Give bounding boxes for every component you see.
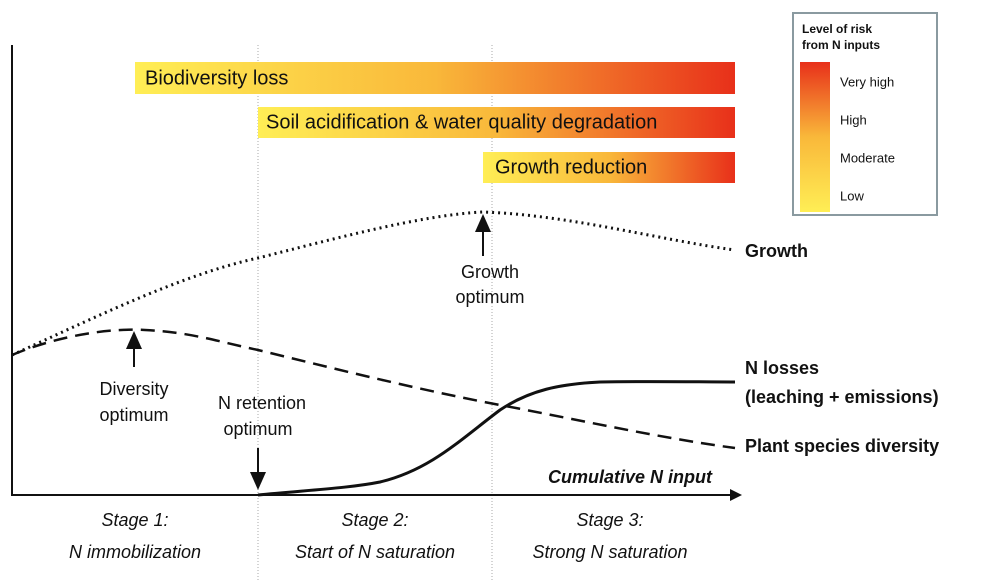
annotation: optimum <box>455 287 524 307</box>
legend-title: from N inputs <box>802 38 880 52</box>
legend-level: Low <box>840 188 864 203</box>
legend-level: Very high <box>840 74 894 89</box>
risk-bar <box>135 62 735 94</box>
curve-label: (leaching + emissions) <box>745 387 939 407</box>
annotation: optimum <box>223 419 292 439</box>
stage-subtitle: Start of N saturation <box>295 542 455 562</box>
risk-bar <box>258 107 735 138</box>
annotation: Diversity <box>99 379 168 399</box>
legend-level: Moderate <box>840 150 895 165</box>
x-axis-arrow <box>730 489 742 501</box>
stage-title: Stage 1: <box>101 510 168 530</box>
x-axis-label: Cumulative N input <box>548 467 713 487</box>
risk-bar-label: Growth reduction <box>495 156 647 178</box>
curve-label: Plant species diversity <box>745 436 939 456</box>
curve-label: N losses <box>745 358 819 378</box>
risk-bar-label: Soil acidification & water quality degra… <box>266 111 657 133</box>
legend-level: High <box>840 112 867 127</box>
curve-label: Growth <box>745 241 808 261</box>
legend-title: Level of risk <box>802 22 872 36</box>
legend-gradient <box>800 62 830 212</box>
stage-subtitle: Strong N saturation <box>532 542 687 562</box>
stage-title: Stage 3: <box>576 510 643 530</box>
stage-title: Stage 2: <box>341 510 408 530</box>
diversity-curve <box>11 328 736 450</box>
annotation: N retention <box>218 393 306 413</box>
annotation: Growth <box>461 262 519 282</box>
stage-subtitle: N immobilization <box>69 542 201 562</box>
risk-bar <box>483 152 735 183</box>
n-losses-curve <box>257 380 736 497</box>
risk-bar-label: Biodiversity loss <box>145 67 288 89</box>
growth-curve <box>11 210 736 357</box>
annotation: optimum <box>99 405 168 425</box>
